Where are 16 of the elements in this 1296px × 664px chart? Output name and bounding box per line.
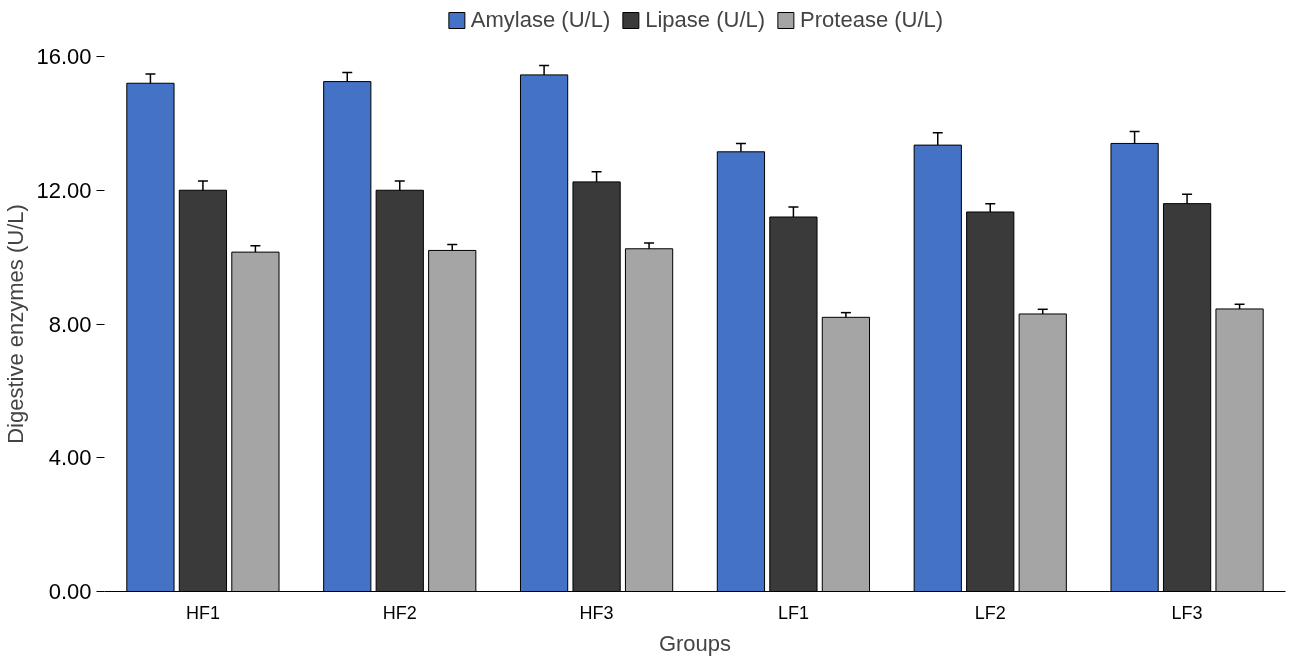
y-tick-label: 0.00	[48, 579, 92, 604]
x-tick-label: HF2	[382, 602, 417, 623]
x-tick-label: LF1	[777, 602, 809, 623]
y-tick-label: 16.00	[36, 44, 92, 69]
y-tick-label: 12.00	[36, 177, 92, 203]
x-tick-label: LF2	[974, 602, 1006, 623]
y-axis-title: Digestive enzymes (U/L)	[3, 204, 29, 444]
legend-label: Protease (U/L)	[800, 7, 944, 33]
x-tick-label: LF3	[1171, 602, 1203, 623]
x-tick-label: HF1	[185, 602, 220, 623]
y-tick-label: 8.00	[48, 311, 92, 337]
legend-label: Lipase (U/L)	[645, 7, 766, 33]
y-tick-label: 4.00	[48, 445, 92, 471]
x-axis-title: Groups	[658, 630, 732, 656]
x-tick-label: HF3	[579, 602, 614, 623]
legend-label: Amylase (U/L)	[470, 7, 611, 33]
